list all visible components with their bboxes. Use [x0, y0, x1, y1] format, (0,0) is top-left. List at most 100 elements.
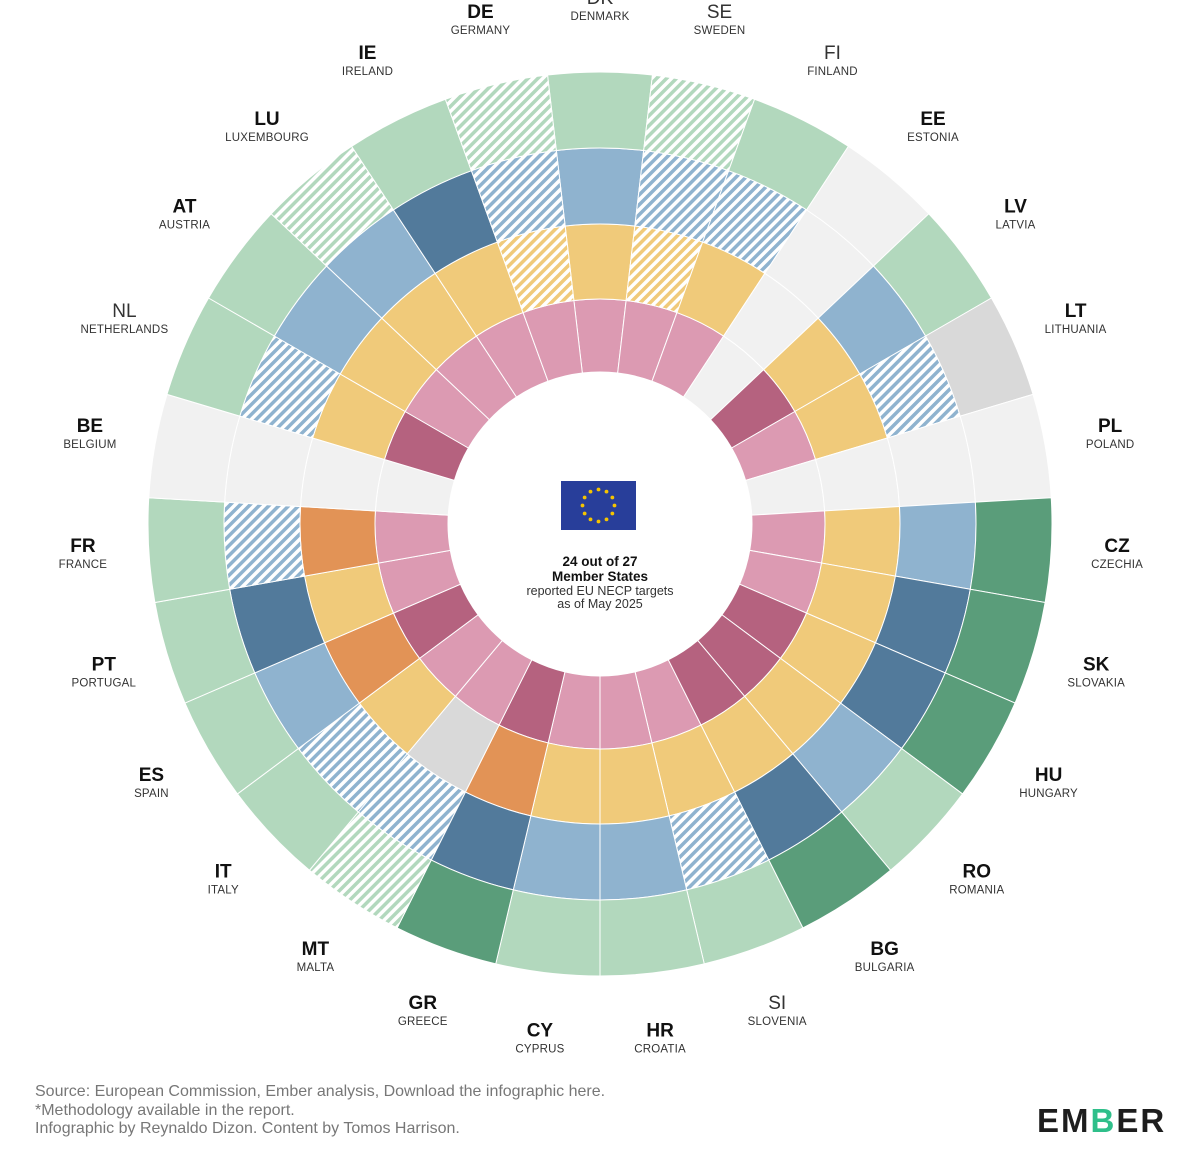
flag-star	[610, 495, 615, 500]
country-nl	[166, 297, 470, 482]
country-code: RO	[963, 862, 992, 883]
label-it: IT ITALY	[208, 862, 239, 897]
country-name: ROMANIA	[949, 885, 1004, 897]
country-code: HU	[1035, 765, 1062, 786]
country-code: IT	[215, 862, 232, 883]
flag-star	[588, 489, 593, 494]
flag-star	[596, 487, 601, 492]
country-ie	[350, 98, 549, 398]
country-name: DENMARK	[571, 11, 630, 23]
country-code: IE	[359, 43, 377, 64]
source-note: Source: European Commission, Ember analy…	[35, 1083, 606, 1100]
country-lt	[730, 297, 1034, 482]
label-pl: PL POLAND	[1086, 416, 1135, 451]
flag-star	[580, 503, 585, 508]
country-name: BULGARIA	[855, 962, 915, 974]
label-be: BE BELGIUM	[63, 416, 116, 451]
flag-star	[596, 519, 601, 524]
country-name: SLOVAKIA	[1067, 678, 1125, 690]
country-code: LV	[1004, 197, 1027, 218]
country-code: SK	[1083, 655, 1110, 676]
label-ie: IE IRELAND	[342, 43, 393, 78]
label-de: DE GERMANY	[451, 2, 511, 37]
segment-de-outer	[444, 74, 557, 172]
country-name: ITALY	[208, 885, 239, 897]
country-code: BG	[870, 939, 899, 960]
country-name: CROATIA	[634, 1044, 686, 1056]
country-name: FINLAND	[807, 66, 858, 78]
label-nl: NL NETHERLANDS	[80, 301, 168, 336]
necp-radial-chart: DK DENMARK SE SWEDEN FI FINLAND EE ESTONIA LV LAT…	[59, 0, 1143, 1056]
country-name: HUNGARY	[1019, 788, 1078, 800]
country-fr	[147, 497, 451, 604]
country-it	[236, 614, 504, 871]
flag-star	[582, 495, 587, 500]
country-code: DE	[467, 2, 493, 23]
label-gr: GR GREECE	[398, 993, 448, 1028]
flag-star	[604, 517, 609, 522]
flag-star	[612, 503, 617, 508]
country-code: HR	[646, 1021, 674, 1042]
country-hr	[599, 671, 705, 977]
country-lv	[709, 213, 993, 449]
ring-segments	[147, 71, 1053, 977]
country-name: FRANCE	[59, 559, 108, 571]
country-dk	[546, 71, 654, 374]
label-se: SE SWEDEN	[694, 2, 745, 37]
country-es	[184, 583, 479, 795]
flag-star	[582, 511, 587, 516]
country-name: PORTUGAL	[71, 678, 136, 690]
country-code: SE	[707, 2, 732, 23]
label-bg: BG BULGARIA	[855, 939, 915, 974]
country-name: LUXEMBOURG	[225, 132, 309, 144]
ember-logo: EMBER	[1037, 1102, 1166, 1140]
label-lu: LU LUXEMBOURG	[225, 109, 309, 144]
label-ro: RO ROMANIA	[949, 862, 1004, 897]
segment-fr-third	[223, 501, 306, 590]
label-sk: SK SLOVAKIA	[1067, 655, 1125, 690]
country-cy	[495, 671, 601, 977]
country-be	[148, 393, 456, 516]
country-name: LATVIA	[996, 220, 1036, 232]
country-gr	[396, 659, 566, 965]
segment-dk-third	[555, 147, 645, 227]
segment-cz-third	[894, 501, 977, 590]
segment-cz-outer	[969, 497, 1053, 604]
country-de	[444, 74, 583, 382]
country-sk	[738, 549, 1046, 704]
country-code: PL	[1098, 416, 1123, 437]
label-es: ES SPAIN	[134, 765, 168, 800]
country-code: BE	[77, 416, 103, 437]
ember-logo-text: EMBER	[1037, 1102, 1167, 1139]
country-name: GERMANY	[451, 25, 511, 37]
center-headline-1: 24 out of 27	[562, 554, 637, 569]
segment-fr-outer	[147, 497, 231, 604]
segment-hr-outer	[599, 889, 705, 977]
flag-star	[610, 511, 615, 516]
country-name: NETHERLANDS	[80, 324, 168, 336]
label-pt: PT PORTUGAL	[71, 655, 136, 690]
country-name: LITHUANIA	[1045, 324, 1107, 336]
chart-center: 24 out of 27 Member States reported EU N…	[526, 481, 674, 611]
country-code: CY	[527, 1021, 554, 1042]
segment-cy-outer	[495, 889, 601, 977]
country-name: ESTONIA	[907, 132, 959, 144]
eu-flag-icon	[561, 481, 636, 530]
country-code: CZ	[1104, 536, 1130, 557]
label-ee: EE ESTONIA	[907, 109, 959, 144]
country-si	[634, 659, 804, 965]
country-name: MALTA	[297, 962, 335, 974]
segment-dk-outer	[546, 71, 654, 152]
country-code: GR	[409, 993, 438, 1014]
label-at: AT AUSTRIA	[159, 197, 210, 232]
country-name: CZECHIA	[1091, 559, 1143, 571]
center-subtitle-2: as of May 2025	[557, 597, 643, 611]
country-name: POLAND	[1086, 439, 1135, 451]
country-ee	[682, 145, 930, 421]
country-pt	[154, 549, 462, 704]
segment-dk-second	[564, 223, 636, 302]
methodology-note: *Methodology available in the report.	[35, 1101, 295, 1119]
credits-note: Infographic by Reynaldo Dizon. Content b…	[35, 1120, 460, 1137]
country-bg	[667, 639, 892, 929]
country-pl	[744, 393, 1052, 516]
